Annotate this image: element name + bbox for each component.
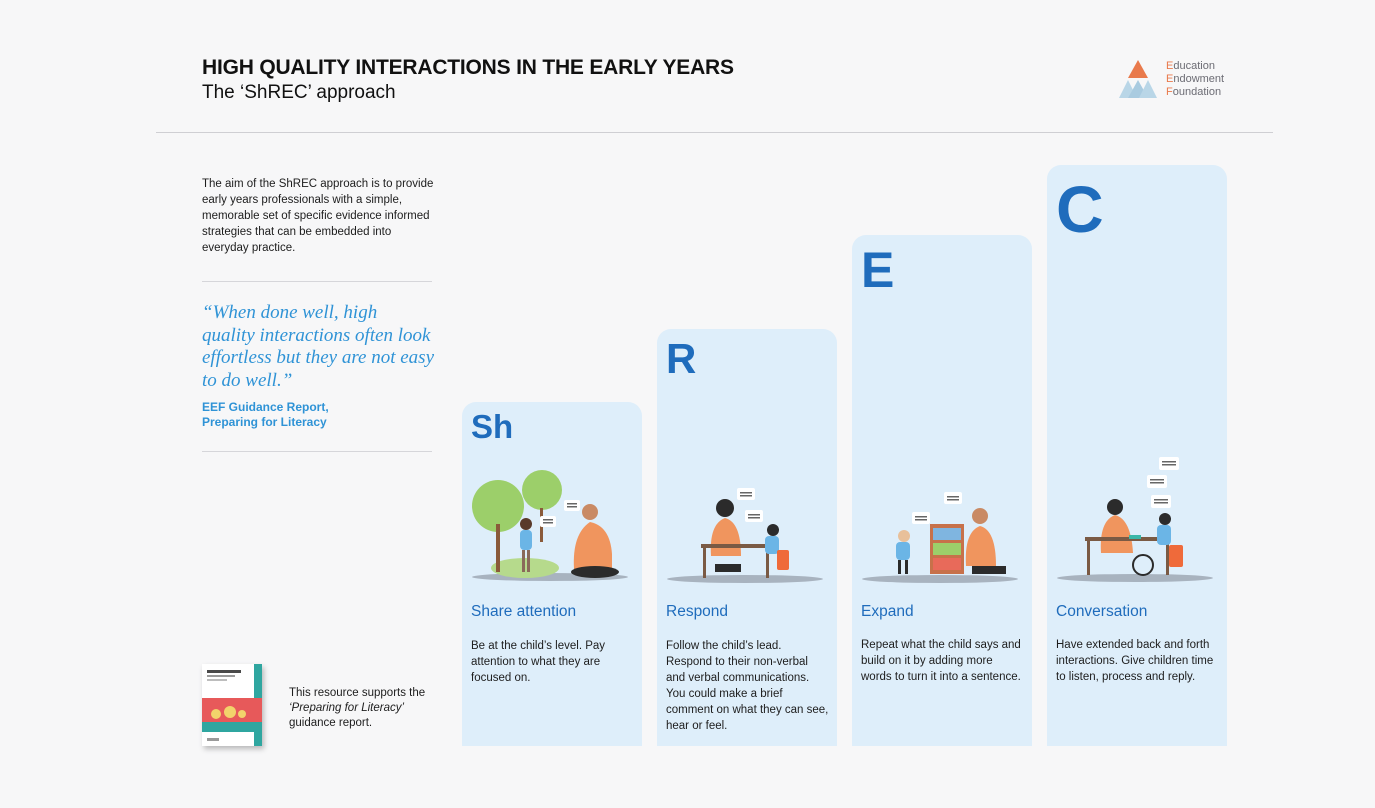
header-divider (156, 132, 1273, 133)
share-attention-illustration (472, 470, 628, 581)
eef-logo: Education Endowment Foundation (1117, 58, 1224, 100)
report-name: ‘Preparing for Literacy’ (289, 702, 405, 714)
card-description: Follow the child’s lead. Respond to thei… (666, 640, 829, 732)
report-cover-image (202, 664, 262, 746)
page-header: HIGH QUALITY INTERACTIONS IN THE EARLY Y… (202, 56, 734, 104)
support-note: This resource supports the ‘Preparing fo… (289, 687, 426, 729)
card-title: Conversation (1056, 603, 1148, 620)
expand-illustration (862, 492, 1018, 583)
eef-logo-wordmark: Education Endowment Foundation (1166, 59, 1225, 98)
quote-divider (202, 451, 432, 452)
card-letter: R (666, 335, 697, 382)
quote-source: EEF Guidance Report, Preparing for Liter… (202, 400, 329, 429)
intro-divider (202, 281, 432, 282)
card-title: Respond (666, 603, 729, 620)
card-share-attention: Sh Share attention Be at the child’s lev… (462, 402, 642, 746)
card-letter: Sh (471, 408, 514, 445)
respond-illustration (667, 488, 823, 583)
report-cover-thumbnail (202, 664, 262, 746)
card-description: Have extended back and forth interaction… (1056, 639, 1214, 683)
card-respond: R Respond Follow the child’s lead. Respo… (657, 329, 837, 746)
card-description: Be at the child’s level. Pay attention t… (471, 640, 606, 684)
card-title: Expand (861, 603, 914, 620)
card-description: Repeat what the child says and build on … (861, 639, 1021, 683)
card-letter: C (1056, 172, 1104, 246)
eef-logo-icon (1119, 60, 1157, 98)
card-conversation: C Conversation Have extended back and fo… (1047, 165, 1227, 746)
card-title: Share attention (471, 603, 577, 620)
pull-quote: “When done well, high quality interactio… (202, 302, 434, 391)
card-expand: E Expand Repeat what the child says and … (852, 235, 1032, 746)
page-title: HIGH QUALITY INTERACTIONS IN THE EARLY Y… (202, 56, 734, 79)
card-letter: E (861, 242, 895, 298)
intro-text: The aim of the ShREC approach is to prov… (202, 178, 434, 254)
page-subtitle: The ‘ShREC’ approach (202, 82, 396, 103)
conversation-illustration (1057, 457, 1213, 582)
